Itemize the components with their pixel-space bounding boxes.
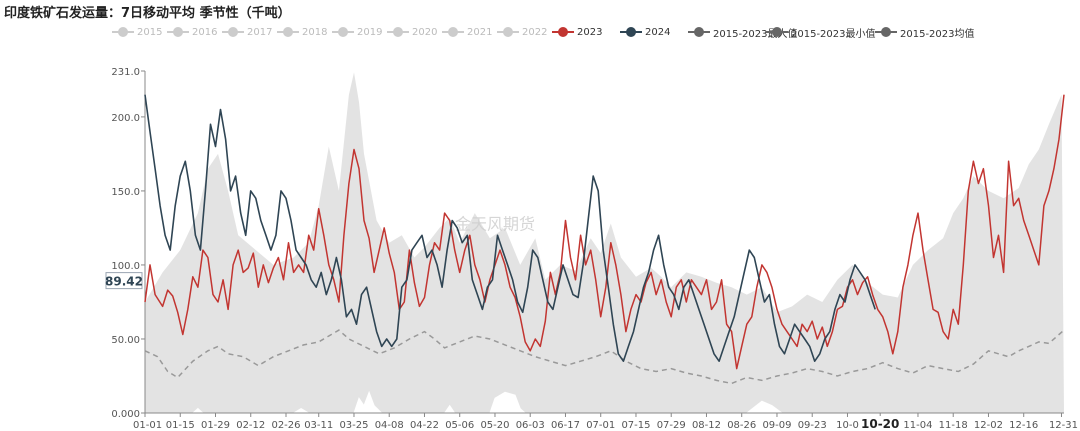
x-tick-label: 09-23 bbox=[798, 420, 827, 431]
x-tick-label: 10-20 bbox=[861, 417, 899, 431]
legend-label: 2015-2023均值 bbox=[900, 28, 975, 40]
legend-marker-icon bbox=[688, 27, 710, 37]
legend-item-2015-2023最小值[interactable]: 2015-2023最小值 bbox=[766, 23, 876, 41]
x-tick-label: 02-12 bbox=[236, 420, 265, 431]
y-tick-label: 150.0 bbox=[111, 187, 140, 198]
x-highlight-bg bbox=[860, 416, 901, 431]
legend-label: 2019 bbox=[357, 26, 383, 38]
x-tick-label: 07-15 bbox=[621, 420, 650, 431]
x-tick-label: 06-03 bbox=[516, 420, 545, 431]
x-tick-label: 08-12 bbox=[692, 420, 721, 431]
legend-label: 2021 bbox=[467, 26, 493, 38]
legend-label: 2015-2023最小值 bbox=[791, 28, 876, 40]
x-tick-label: 03-11 bbox=[304, 420, 333, 431]
legend-item-2015-2023最大值[interactable]: 2015-2023最大值 bbox=[688, 23, 798, 41]
legend-label: 2022 bbox=[522, 26, 548, 38]
y-highlight-label: 89.42 bbox=[105, 275, 143, 289]
legend-item-2018[interactable]: 2018 bbox=[277, 23, 327, 41]
x-tick-label: 09-09 bbox=[762, 420, 791, 431]
legend-item-2016[interactable]: 2016 bbox=[167, 23, 217, 41]
x-tick-label: 01-29 bbox=[201, 420, 230, 431]
legend-item-2019[interactable]: 2019 bbox=[332, 23, 382, 41]
legend-item-2021[interactable]: 2021 bbox=[442, 23, 492, 41]
x-tick-label: 01-01 bbox=[133, 420, 162, 431]
legend-marker-icon bbox=[766, 27, 788, 37]
legend-label: 2016 bbox=[192, 26, 218, 38]
legend-label: 2015-2023最大值 bbox=[713, 28, 798, 40]
x-tick-label: 06-17 bbox=[551, 420, 580, 431]
legend-item-2023[interactable]: 2023 bbox=[552, 23, 602, 41]
y-tick-label: 100.0 bbox=[111, 261, 140, 272]
legend-marker-icon bbox=[497, 27, 519, 37]
legend-marker-icon bbox=[332, 27, 354, 37]
y-tick-label: 50.00 bbox=[111, 335, 140, 346]
legend-marker-icon bbox=[620, 27, 642, 37]
x-tick-label: 02-26 bbox=[271, 420, 300, 431]
series-min-line bbox=[145, 390, 1064, 414]
legend-marker-icon bbox=[277, 27, 299, 37]
x-tick-label: 03-25 bbox=[339, 420, 368, 431]
y-tick-label: 0.000 bbox=[111, 409, 140, 420]
x-tick-label: 05-20 bbox=[480, 420, 509, 431]
x-tick-label: 07-01 bbox=[586, 420, 615, 431]
series-range-band bbox=[145, 72, 1064, 413]
legend-item-2015[interactable]: 2015 bbox=[112, 23, 162, 41]
x-tick-label: 12-31 bbox=[1049, 420, 1078, 431]
x-tick-label: 07-29 bbox=[657, 420, 686, 431]
x-tick-label: 01-15 bbox=[166, 420, 195, 431]
x-tick-label: 11-04 bbox=[903, 420, 932, 431]
legend-label: 2024 bbox=[645, 26, 671, 38]
legend-item-2022[interactable]: 2022 bbox=[497, 23, 547, 41]
legend-label: 2017 bbox=[247, 26, 273, 38]
y-highlight-box bbox=[105, 272, 143, 290]
legend-item-2024[interactable]: 2024 bbox=[620, 23, 670, 41]
x-tick-label: 04-22 bbox=[410, 420, 439, 431]
y-tick-label: 200.0 bbox=[111, 113, 140, 124]
legend-marker-icon bbox=[442, 27, 464, 37]
legend-item-2017[interactable]: 2017 bbox=[222, 23, 272, 41]
series-mean-line bbox=[144, 329, 1065, 385]
chart-title: 印度铁矿石发运量：7日移动平均 季节性（千吨） bbox=[4, 6, 291, 21]
legend-marker-icon bbox=[167, 27, 189, 37]
series-2023-line[interactable] bbox=[144, 94, 1065, 370]
x-tick-label: 05-06 bbox=[445, 420, 474, 431]
legend-marker-icon bbox=[552, 27, 574, 37]
legend-label: 2018 bbox=[302, 26, 328, 38]
y-tick-label: 231.0 bbox=[111, 67, 140, 78]
legend-marker-icon bbox=[222, 27, 244, 37]
x-tick-label: 12-16 bbox=[1009, 420, 1038, 431]
legend-label: 2015 bbox=[137, 26, 163, 38]
x-tick-label: 04-08 bbox=[375, 420, 404, 431]
legend-item-2015-2023均值[interactable]: 2015-2023均值 bbox=[875, 23, 975, 41]
x-tick-label: 11-18 bbox=[939, 420, 968, 431]
watermark-text: 金天风期货 bbox=[455, 214, 535, 233]
x-tick-label: 08-26 bbox=[727, 420, 756, 431]
series-2024-line[interactable] bbox=[144, 94, 876, 363]
legend-marker-icon bbox=[387, 27, 409, 37]
legend-item-2020[interactable]: 2020 bbox=[387, 23, 437, 41]
x-tick-label: 12-02 bbox=[974, 420, 1003, 431]
x-tick-label: 10-0 bbox=[836, 420, 859, 431]
chart-legend: 2015 2016 2017 2018 2019 2020 2021 2022 2023 2024… bbox=[112, 23, 1080, 41]
legend-label: 2020 bbox=[412, 26, 438, 38]
legend-marker-icon bbox=[112, 27, 134, 37]
legend-marker-icon bbox=[875, 27, 897, 37]
legend-label: 2023 bbox=[577, 26, 603, 38]
